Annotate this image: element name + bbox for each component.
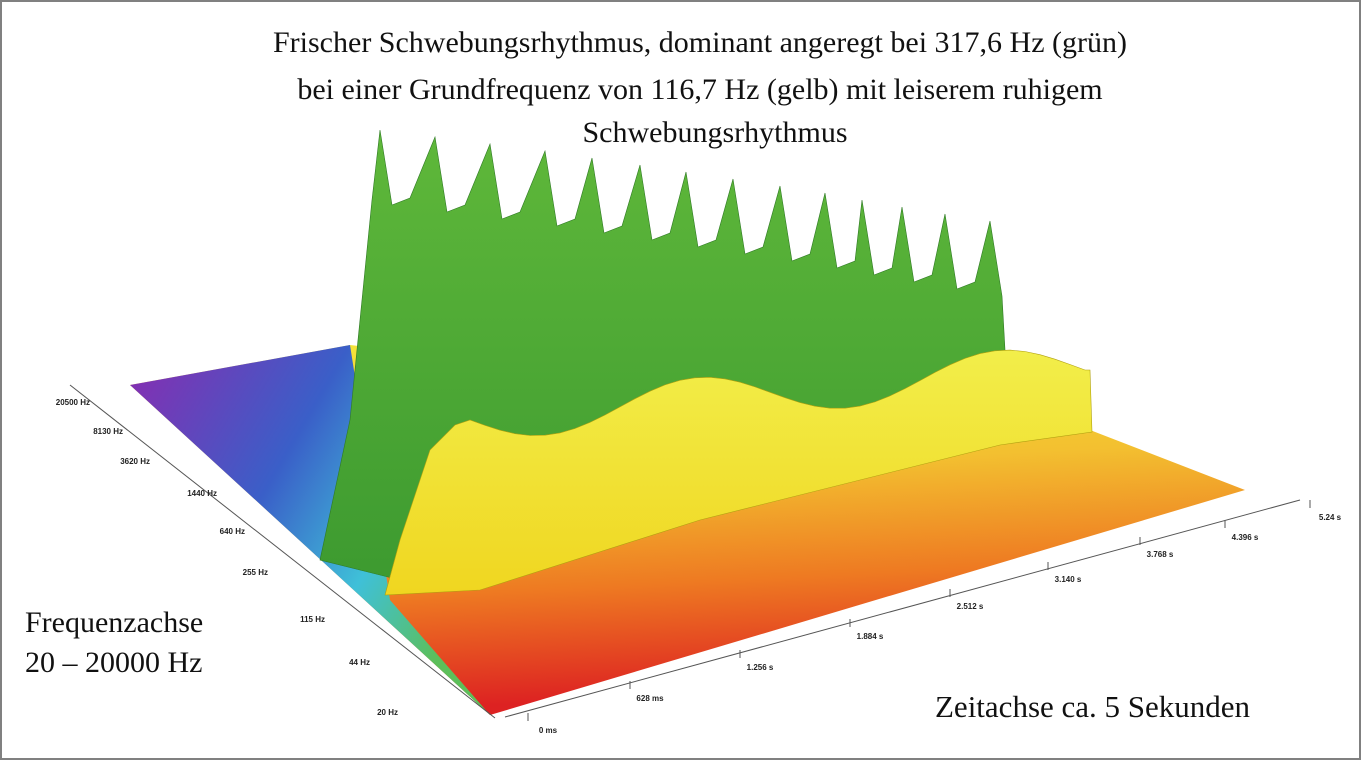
- time-tick-label: 0 ms: [539, 726, 558, 735]
- screenshot: 20500 Hz 8130 Hz 3620 Hz 1440 Hz 640 Hz 255 H…: [0, 0, 1361, 760]
- time-tick-label: 5.24 s: [1319, 513, 1342, 522]
- time-tick-label: 1.256 s: [747, 663, 774, 672]
- frequency-tick-label: 1440 Hz: [187, 489, 217, 498]
- title-line: Schwebungsrhythmus: [583, 116, 848, 149]
- figure: 20500 Hz 8130 Hz 3620 Hz 1440 Hz 640 Hz 255 H…: [0, 0, 1361, 760]
- frequency-tick-label: 20 Hz: [377, 708, 398, 717]
- frequency-tick-label: 115 Hz: [300, 615, 325, 624]
- time-tick-label: 4.396 s: [1232, 533, 1259, 542]
- frequency-tick-label: 640 Hz: [220, 527, 245, 536]
- time-tick-label: 2.512 s: [957, 602, 984, 611]
- time-tick-label: 3.768 s: [1147, 550, 1174, 559]
- frequency-tick-label: 20500 Hz: [56, 398, 90, 407]
- time-tick-label: 1.884 s: [857, 632, 884, 641]
- time-tick-label: 628 ms: [636, 694, 664, 703]
- frequency-tick-label: 255 Hz: [243, 568, 268, 577]
- frequency-tick-label: 44 Hz: [349, 658, 370, 667]
- time-axis-label: Zeitachse ca. 5 Sekunden: [935, 689, 1251, 724]
- time-tick-label: 3.140 s: [1055, 575, 1082, 584]
- title-line: bei einer Grundfrequenz von 116,7 Hz (ge…: [297, 73, 1102, 106]
- frequency-axis-label: 20 – 20000 Hz: [25, 646, 202, 679]
- title-line: Frischer Schwebungsrhythmus, dominant an…: [273, 26, 1127, 59]
- frequency-tick-label: 3620 Hz: [120, 457, 150, 466]
- frequency-tick-label: 8130 Hz: [93, 427, 123, 436]
- frequency-axis-label: Frequenzachse: [25, 606, 203, 639]
